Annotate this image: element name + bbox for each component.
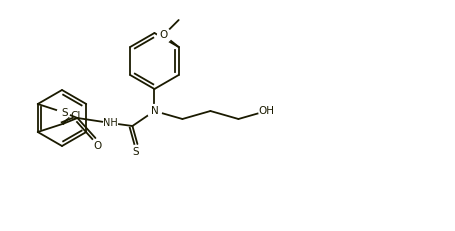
- Text: Cl: Cl: [70, 111, 81, 121]
- Text: S: S: [132, 147, 138, 157]
- Text: NH: NH: [103, 118, 117, 128]
- Text: OH: OH: [258, 106, 274, 116]
- Text: S: S: [61, 108, 68, 118]
- Text: N: N: [150, 106, 158, 116]
- Text: O: O: [159, 30, 167, 40]
- Text: O: O: [93, 141, 101, 151]
- Text: S: S: [62, 108, 69, 118]
